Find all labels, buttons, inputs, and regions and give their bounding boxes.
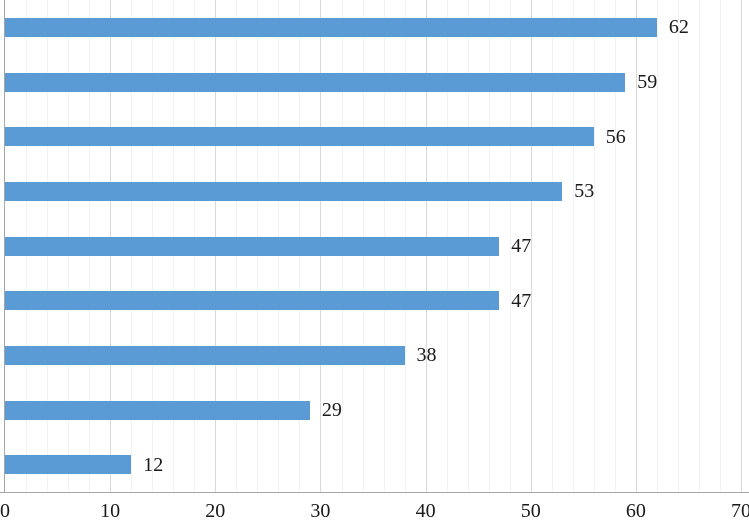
bar	[5, 345, 405, 365]
minor-gridline	[593, 0, 595, 492]
bar-value-label: 47	[511, 289, 532, 312]
x-axis-line	[0, 492, 749, 493]
minor-gridline	[551, 0, 553, 492]
bar	[5, 127, 594, 147]
bar-value-label: 53	[574, 180, 595, 203]
minor-gridline	[720, 0, 721, 492]
bar	[5, 236, 500, 256]
bar	[5, 72, 626, 92]
x-tick-label: 20	[205, 500, 226, 522]
bar-value-label: 62	[668, 16, 689, 39]
minor-gridline	[614, 0, 616, 492]
bar	[5, 17, 657, 37]
x-tick-label: 50	[520, 500, 541, 522]
bar-value-label: 12	[143, 453, 164, 476]
bar	[5, 291, 500, 311]
major-gridline	[741, 0, 742, 492]
major-gridline	[530, 0, 532, 492]
minor-gridline	[509, 0, 511, 492]
bar-value-label: 29	[321, 399, 342, 421]
x-tick-label: 60	[625, 500, 646, 522]
bar-value-label: 47	[511, 235, 532, 257]
y-axis-line	[4, 0, 5, 492]
x-tick-label: 0	[0, 500, 10, 522]
x-tick-label: 70	[731, 500, 749, 522]
major-gridline	[635, 0, 637, 492]
x-tick-label: 30	[310, 500, 331, 522]
bar-value-label: 38	[416, 344, 437, 367]
bar-value-label: 59	[637, 71, 658, 93]
bar-value-label: 56	[605, 125, 626, 148]
minor-gridline	[656, 0, 658, 492]
bar	[5, 400, 310, 420]
x-tick-label: 40	[415, 500, 436, 522]
minor-gridline	[572, 0, 574, 492]
x-tick-label: 10	[100, 500, 121, 522]
bar	[5, 181, 563, 201]
bar	[5, 455, 132, 475]
minor-gridline	[698, 0, 700, 492]
minor-gridline	[677, 0, 679, 492]
